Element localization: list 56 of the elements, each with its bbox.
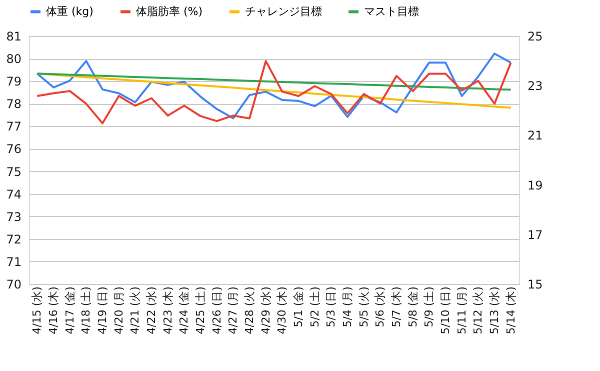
line-series (36, 52, 512, 120)
x-tick-label: 4/23 (木) (161, 286, 174, 334)
x-tick-label: 5/12 (火) (472, 286, 485, 334)
x-tick-label: 5/4 (月) (341, 286, 354, 328)
legend-label: 体脂肪率 (%) (136, 4, 203, 18)
x-tick-label: 5/2 (土) (308, 286, 322, 328)
x-tick-label: 4/30 (木) (276, 286, 289, 334)
y-tick-label: 71 (6, 254, 22, 269)
x-tick-label: 4/29 (水) (259, 286, 272, 334)
y-tick-label: 72 (6, 232, 22, 246)
y2-tick-label: 25 (528, 30, 543, 44)
x-tick-label: 4/15 (水) (30, 286, 44, 334)
legend-label: マスト目標 (364, 4, 419, 18)
y-tick-label: 75 (6, 164, 22, 179)
x-tick-label: 5/10 (日) (439, 286, 452, 334)
x-tick-label: 4/24 (金) (178, 286, 191, 334)
y-tick-label: 78 (6, 97, 22, 112)
x-tick-label: 4/27 (月) (226, 286, 240, 334)
x-tick-label: 4/25 (土) (194, 286, 207, 334)
y-tick-label: 77 (6, 120, 22, 134)
x-tick-label: 4/17 (金) (63, 286, 76, 334)
x-tick-label: 4/28 (火) (243, 286, 256, 334)
y-tick-label: 70 (6, 278, 22, 292)
x-tick-label: 4/26 (日) (210, 286, 224, 334)
x-tick-label: 4/19 (日) (96, 286, 109, 334)
y2-tick-label: 17 (528, 228, 543, 242)
x-tick-label: 5/6 (水) (374, 286, 387, 328)
line-series (36, 72, 512, 91)
x-tick-label: 5/5 (火) (357, 286, 370, 328)
x-tick-label: 4/20 (月) (112, 286, 126, 334)
x-tick-label: 5/7 (木) (390, 286, 403, 328)
y-tick-label: 79 (6, 74, 22, 89)
x-tick-label: 4/18 (土) (80, 286, 93, 334)
line-series (36, 72, 512, 109)
legend-label: 体重 (kg) (46, 4, 94, 18)
line-series (36, 60, 512, 124)
x-tick-label: 5/8 (金) (406, 286, 420, 328)
y2-tick-label: 15 (528, 278, 543, 292)
x-tick-label: 5/13 (水) (488, 286, 501, 334)
x-tick-label: 5/14 (木) (504, 286, 518, 334)
y2-tick-label: 23 (528, 79, 543, 94)
x-tick-label: 4/21 (火) (128, 286, 142, 334)
x-tick-label: 5/3 (日) (324, 286, 338, 328)
y2-tick-label: 19 (528, 178, 543, 192)
legend-label: チャレンジ目標 (245, 4, 322, 18)
y-tick-label: 74 (6, 187, 22, 202)
x-tick-label: 4/16 (木) (47, 286, 60, 334)
y-tick-label: 80 (6, 52, 22, 66)
y-tick-label: 73 (6, 210, 22, 224)
x-tick-label: 5/9 (土) (422, 286, 436, 328)
y-tick-label: 76 (6, 142, 22, 156)
x-tick-label: 4/22 (水) (145, 286, 158, 334)
y-tick-label: 81 (6, 30, 22, 44)
x-tick-label: 5/1 (金) (292, 286, 305, 328)
x-tick-label: 5/11 (月) (455, 286, 468, 334)
y2-tick-label: 21 (528, 128, 543, 143)
